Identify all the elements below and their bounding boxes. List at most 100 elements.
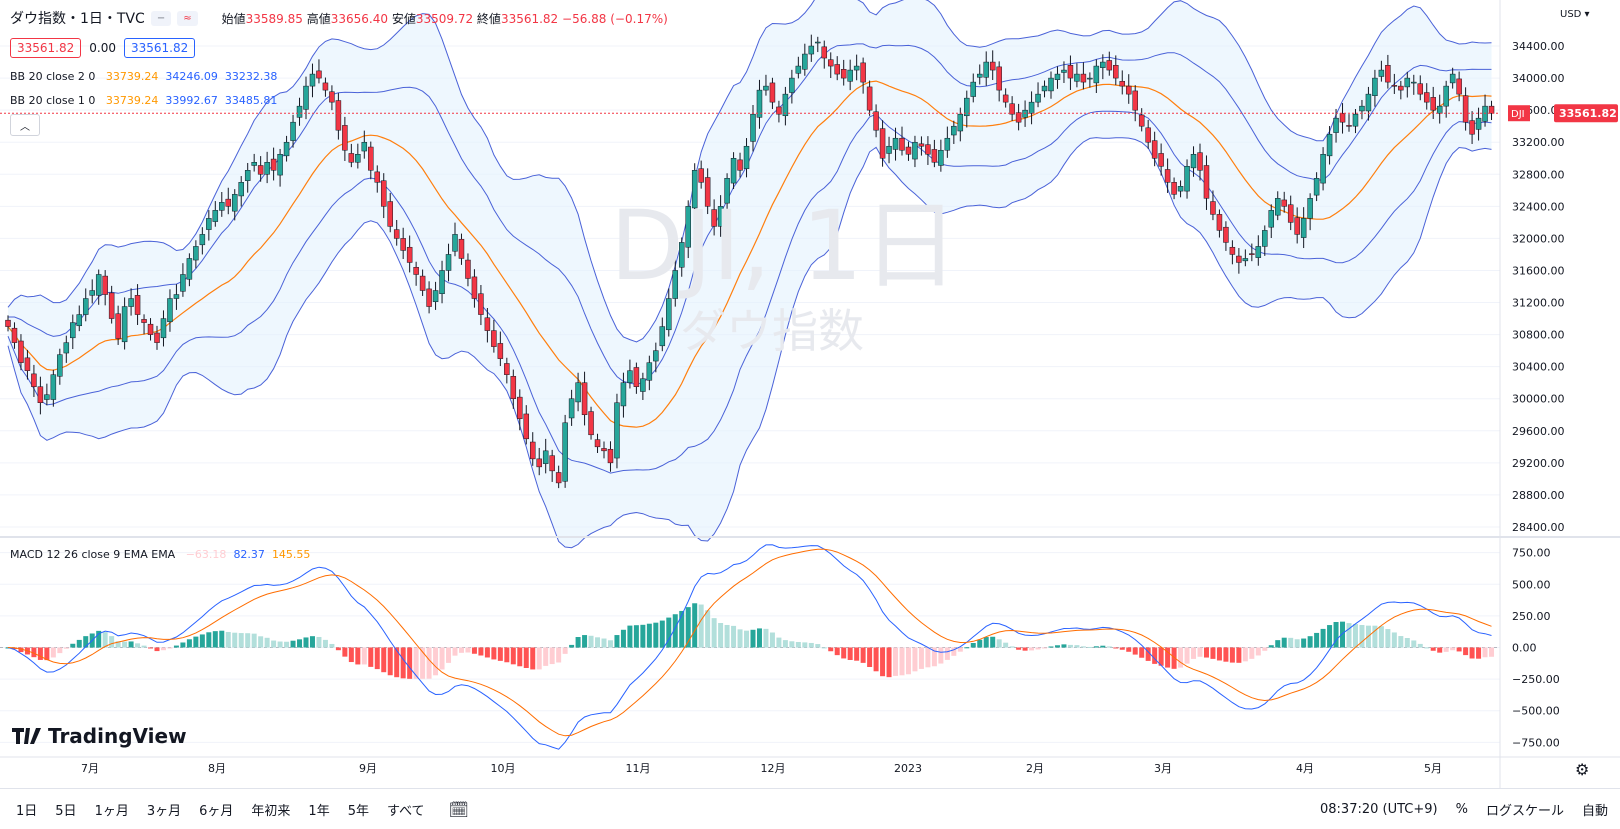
candle-body	[1022, 109, 1028, 118]
macd-histogram-bar	[1197, 647, 1203, 657]
candle-body	[1469, 120, 1475, 135]
candle-body	[646, 362, 653, 381]
macd-histogram-bar	[782, 640, 788, 648]
candle-body	[976, 73, 983, 78]
candle-body	[309, 73, 316, 87]
timeframe-1m[interactable]: 1ヶ月	[94, 803, 129, 819]
macd-histogram-bar	[562, 647, 568, 654]
candle-body	[37, 386, 44, 403]
macd-histogram-bar	[148, 647, 154, 649]
macd-histogram-bar	[44, 647, 50, 661]
symbol-title[interactable]: ダウ指数・1日・TVC	[10, 11, 145, 27]
buy-price-button[interactable]: 33561.82	[123, 38, 196, 58]
candle-body	[795, 65, 802, 74]
macd-histogram-bar	[569, 644, 575, 648]
candle-body	[659, 326, 666, 347]
timeframe-all[interactable]: すべて	[386, 803, 425, 819]
timeframe-5y[interactable]: 5年	[347, 803, 369, 819]
macd-histogram-bar	[1255, 647, 1261, 656]
candle-body	[523, 413, 530, 440]
sell-price-button[interactable]: 33561.82	[10, 38, 82, 58]
candle-body	[406, 246, 413, 263]
macd-histogram-bar	[284, 641, 290, 648]
candle-body	[445, 254, 452, 271]
timeframe-5d[interactable]: 5日	[55, 803, 77, 819]
clock-timezone[interactable]: 08:37:20 (UTC+9)	[1320, 801, 1438, 817]
macd-histogram-bar	[1126, 647, 1132, 652]
candle-body	[1197, 152, 1203, 171]
macd-histogram-bar	[1165, 647, 1171, 668]
bb2-legend[interactable]: BB 20 close 2 0 33739.24 34246.09 33232.…	[10, 70, 277, 83]
symbol-watermark: DJI, 1日	[610, 190, 959, 302]
bb-lower-1sd-line	[7, 110, 1492, 474]
candle-body	[789, 77, 795, 93]
log-scale-toggle[interactable]: ログスケール	[1485, 803, 1564, 819]
candle-body	[186, 258, 193, 280]
candle-body	[1190, 153, 1197, 169]
macd-histogram-bar	[76, 639, 82, 648]
bb1-legend[interactable]: BB 20 close 1 0 33739.24 33992.67 33485.…	[10, 94, 277, 107]
candle-body	[1398, 85, 1404, 91]
main-chart[interactable]: 34400.0034000.0033600.0033200.0032800.00…	[0, 0, 1620, 788]
timeframe-1d[interactable]: 1日	[16, 803, 38, 819]
candle-body	[257, 165, 264, 175]
compare-pill[interactable]: ≈	[177, 10, 198, 26]
macd-histogram-bar	[277, 641, 283, 648]
candle-body	[173, 294, 180, 299]
settings-gear-icon[interactable]: ⚙	[1575, 760, 1590, 779]
macd-histogram-bar	[627, 625, 633, 648]
candle-body	[18, 340, 24, 363]
close-label: 終値	[476, 11, 501, 26]
collapse-legend-button[interactable]: ︿	[10, 114, 40, 136]
candle-body	[536, 458, 542, 468]
macd-histogram-bar	[705, 610, 711, 648]
macd-histogram-bar	[1268, 645, 1274, 648]
candle-body	[393, 229, 400, 239]
macd-histogram-bar	[1158, 647, 1164, 666]
macd-histogram-bar	[731, 625, 737, 648]
currency-select[interactable]: USD ▾	[1560, 9, 1590, 20]
candle-body	[206, 218, 212, 230]
timeframe-6m[interactable]: 6ヶ月	[199, 803, 234, 819]
candle-body	[296, 105, 303, 118]
percent-toggle[interactable]: %	[1455, 801, 1468, 817]
macd-legend[interactable]: MACD 12 26 close 9 EMA EMA −63.18 82.37 …	[10, 548, 310, 561]
macd-histogram-bar	[931, 647, 937, 667]
candle-body	[283, 141, 290, 157]
price-axis-label: 29600.00	[1512, 425, 1565, 438]
candle-body	[1009, 103, 1015, 115]
candle-body	[322, 82, 329, 91]
minus-pill[interactable]: −	[150, 10, 172, 26]
candle-body	[491, 330, 497, 347]
candle-body	[549, 455, 555, 472]
macd-histogram-bar	[873, 647, 879, 672]
candle-body	[730, 158, 737, 184]
tradingview-logo[interactable]: TradingView	[12, 724, 187, 748]
candle-body	[471, 276, 478, 299]
macd-histogram-bar	[1450, 647, 1456, 651]
timeframe-1y[interactable]: 1年	[308, 803, 330, 819]
candle-body	[704, 177, 711, 207]
candle-body	[1054, 73, 1061, 80]
macd-histogram-bar	[1314, 632, 1320, 648]
spread-value: 0.00	[89, 41, 116, 55]
time-axis-label: 2023	[894, 762, 922, 775]
macd-histogram-bar	[122, 641, 128, 648]
timeframe-3m[interactable]: 3ヶ月	[146, 803, 182, 819]
candle-body	[31, 373, 37, 387]
auto-scale-toggle[interactable]: 自動	[1581, 803, 1608, 819]
macd-histogram-bar	[1003, 642, 1009, 648]
candle-body	[944, 137, 951, 151]
go-to-date-calendar-icon[interactable]: 🗓	[448, 799, 469, 819]
macd-histogram-bar	[1417, 643, 1423, 648]
macd-histogram-bar	[426, 647, 432, 679]
candle-body	[1430, 97, 1436, 111]
bb2-basis: 33739.24	[105, 70, 159, 83]
candle-body	[1087, 77, 1093, 80]
candle-body	[419, 275, 426, 291]
macd-histogram-bar	[990, 636, 996, 648]
macd-histogram-bar	[361, 647, 367, 665]
candle-body	[640, 378, 646, 392]
timeframe-ytd[interactable]: 年初来	[251, 803, 291, 819]
candle-body	[840, 69, 847, 79]
